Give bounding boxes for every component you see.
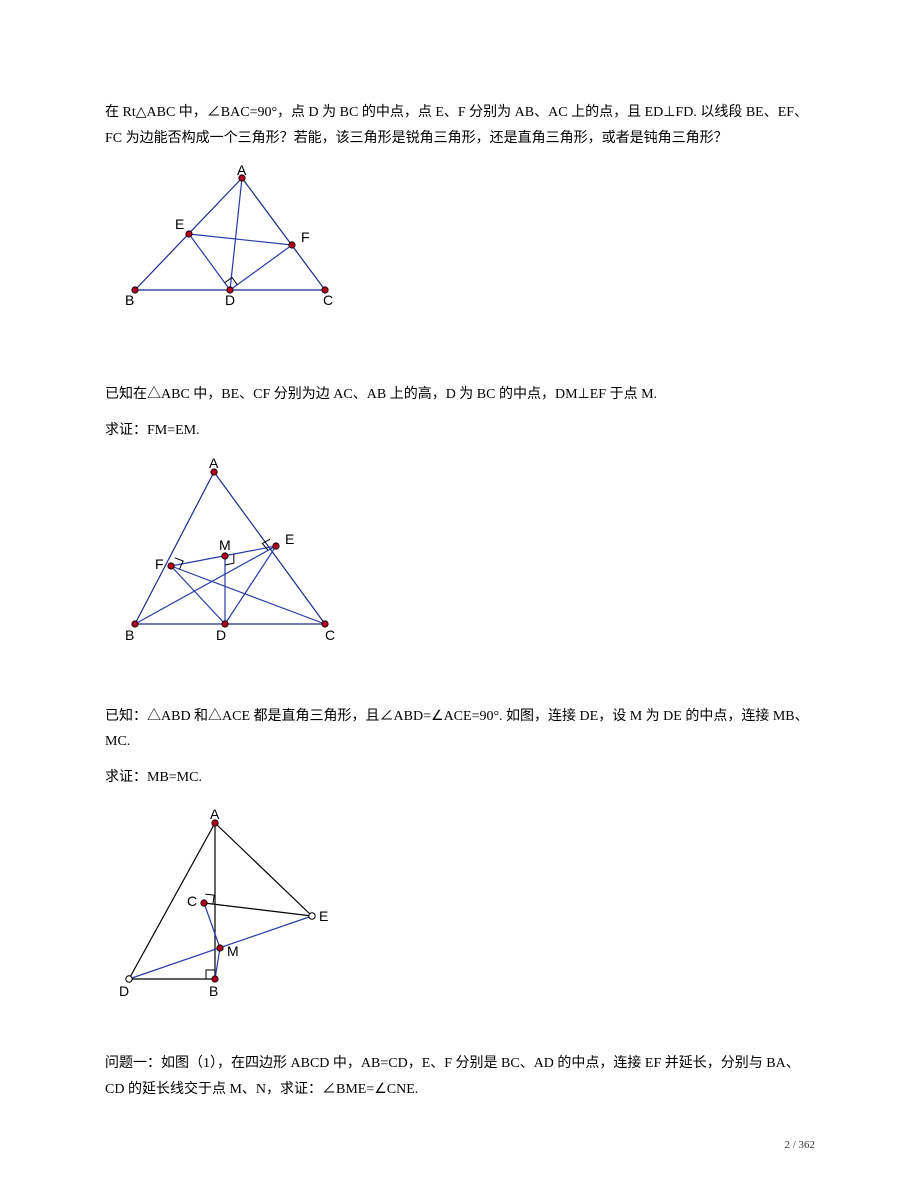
svg-text:B: B bbox=[209, 983, 218, 999]
svg-text:E: E bbox=[319, 908, 328, 924]
svg-text:M: M bbox=[227, 943, 239, 959]
figure-3: A B C D E M bbox=[117, 801, 815, 1001]
svg-text:M: M bbox=[219, 537, 231, 553]
svg-text:A: A bbox=[209, 455, 219, 471]
svg-text:E: E bbox=[175, 216, 184, 232]
svg-text:B: B bbox=[125, 627, 134, 643]
problem-4-text: 问题一：如图（1），在四边形 ABCD 中，AB=CD，E、F 分别是 BC、A… bbox=[105, 1051, 815, 1103]
svg-text:E: E bbox=[285, 531, 294, 547]
problem-4: 问题一：如图（1），在四边形 ABCD 中，AB=CD，E、F 分别是 BC、A… bbox=[105, 1051, 815, 1103]
svg-text:B: B bbox=[125, 292, 134, 308]
page-total: 362 bbox=[799, 1139, 816, 1151]
problem-1: 在 Rt△ABC 中，∠BAC=90°，点 D 为 BC 的中点，点 E、F 分… bbox=[105, 100, 815, 312]
svg-text:C: C bbox=[325, 627, 335, 643]
problem-3-text: 已知：△ABD 和△ACE 都是直角三角形，且∠ABD=∠ACE=90°. 如图… bbox=[105, 704, 815, 756]
svg-text:A: A bbox=[210, 806, 220, 822]
problem-2: 已知在△ABC 中，BE、CF 分别为边 AC、AB 上的高，D 为 BC 的中… bbox=[105, 382, 815, 644]
problem-1-text: 在 Rt△ABC 中，∠BAC=90°，点 D 为 BC 的中点，点 E、F 分… bbox=[105, 100, 815, 152]
svg-text:D: D bbox=[225, 292, 235, 308]
problem-2-text2: 求证：FM=EM. bbox=[105, 418, 815, 444]
problem-2-text: 已知在△ABC 中，BE、CF 分别为边 AC、AB 上的高，D 为 BC 的中… bbox=[105, 382, 815, 408]
page-footer: 2 / 362 bbox=[784, 1139, 815, 1151]
problem-3-text2: 求证：MB=MC. bbox=[105, 765, 815, 791]
svg-text:C: C bbox=[187, 893, 197, 909]
svg-text:D: D bbox=[216, 627, 226, 643]
figure-1: A B C D E F bbox=[117, 162, 815, 312]
problem-3: 已知：△ABD 和△ACE 都是直角三角形，且∠ABD=∠ACE=90°. 如图… bbox=[105, 704, 815, 1002]
svg-text:C: C bbox=[323, 292, 333, 308]
svg-text:F: F bbox=[301, 229, 310, 245]
page-current: 2 bbox=[784, 1139, 790, 1151]
svg-text:A: A bbox=[237, 162, 247, 178]
svg-text:D: D bbox=[119, 983, 129, 999]
figure-2: A B C D E F M bbox=[117, 454, 815, 644]
svg-text:F: F bbox=[155, 556, 164, 572]
